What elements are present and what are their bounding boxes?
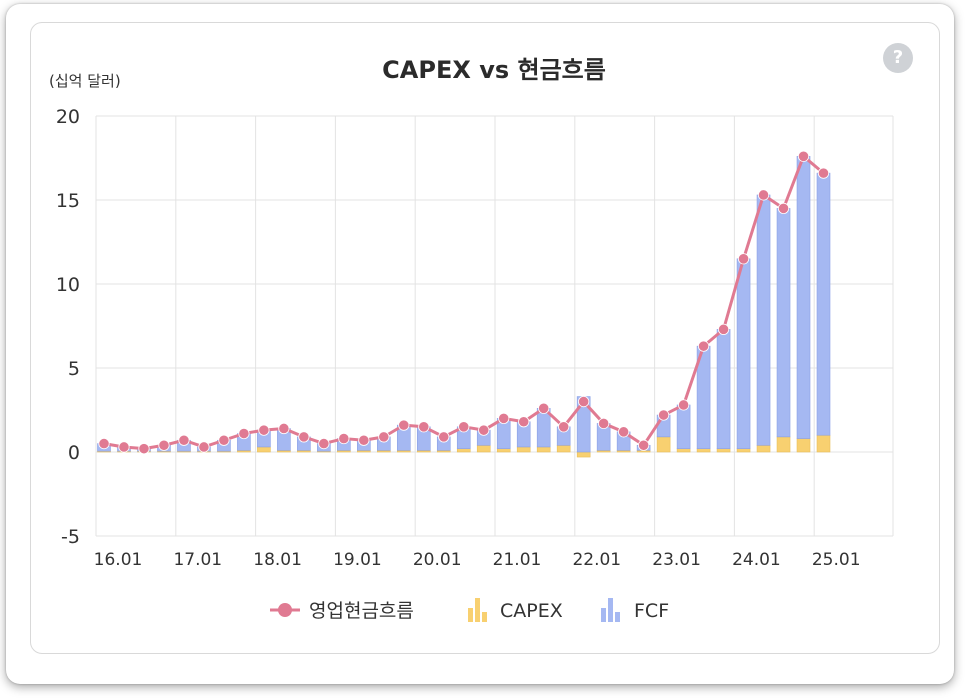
x-tick-label: 16.01 <box>94 550 143 570</box>
legend-label-fcf[interactable]: FCF <box>634 600 669 622</box>
ocf-point <box>438 431 450 443</box>
ocf-point <box>418 421 430 433</box>
legend-fcf-bar-icon[interactable] <box>615 612 620 622</box>
ocf-point <box>458 421 470 433</box>
capex-bar <box>796 438 811 453</box>
ocf-point <box>118 441 130 453</box>
ocf-point <box>98 437 110 450</box>
ocf-point <box>638 439 650 451</box>
x-tick-label: 22.01 <box>572 550 621 570</box>
capex-bar <box>696 448 711 453</box>
ocf-point <box>298 431 310 443</box>
x-tick-label: 24.01 <box>732 550 781 570</box>
capex-bar <box>756 444 771 453</box>
ocf-point <box>578 395 590 408</box>
ocf-point <box>658 409 670 421</box>
legend-capex-bar-icon[interactable] <box>482 612 487 622</box>
fcf-bar <box>676 404 691 449</box>
ocf-point <box>538 402 550 414</box>
ocf-point <box>797 150 810 162</box>
help-icon[interactable]: ? <box>883 43 913 73</box>
legend-label-ocf[interactable]: 영업현금흐름 <box>309 600 414 622</box>
ocf-point <box>338 432 350 445</box>
capex-bar <box>556 444 571 453</box>
y-tick-label: 15 <box>56 190 80 212</box>
unit-label: (십억 달러) <box>49 72 121 90</box>
ocf-point <box>757 189 770 201</box>
fcf-bar <box>816 172 831 436</box>
legend-dot-icon[interactable] <box>278 603 292 617</box>
capex-bar <box>536 446 551 453</box>
ocf-point <box>558 421 570 433</box>
capex-bar <box>816 434 831 453</box>
capex-bar <box>716 448 731 453</box>
ocf-point <box>677 399 690 411</box>
fcf-bar <box>716 329 731 449</box>
capex-bar <box>676 448 691 453</box>
legend-capex-bar-icon[interactable] <box>468 608 473 622</box>
x-tick-label: 18.01 <box>253 550 302 570</box>
x-tick-label: 23.01 <box>652 550 701 570</box>
x-tick-label: 20.01 <box>413 550 462 570</box>
ocf-point <box>218 434 230 446</box>
legend-fcf-bar-icon[interactable] <box>608 598 613 622</box>
ocf-point <box>258 424 270 436</box>
ocf-point <box>318 437 330 450</box>
ocf-point <box>398 419 410 431</box>
ocf-point <box>158 439 170 451</box>
chart-title: CAPEX vs 현금흐름 <box>382 56 606 84</box>
y-tick-label: 20 <box>56 106 80 128</box>
fcf-bar <box>776 208 791 438</box>
fcf-bar <box>756 194 771 446</box>
x-tick-label: 25.01 <box>812 550 861 570</box>
y-tick-label: 5 <box>68 358 80 380</box>
ocf-point <box>478 424 490 436</box>
ocf-point <box>697 340 710 352</box>
capex-bar <box>456 448 471 453</box>
capex-bar <box>476 444 491 453</box>
fcf-bar <box>736 258 751 449</box>
ocf-point <box>238 427 250 440</box>
capex-bar <box>576 451 591 458</box>
ocf-point <box>598 417 610 430</box>
ocf-point <box>777 202 790 214</box>
y-tick-label: 0 <box>68 442 80 464</box>
ocf-point <box>378 431 390 443</box>
capex-bar <box>776 436 791 453</box>
capex-bar <box>656 436 671 453</box>
legend-label-capex[interactable]: CAPEX <box>500 600 563 622</box>
ocf-point <box>498 412 510 424</box>
y-tick-label: -5 <box>61 526 80 548</box>
ocf-point <box>817 167 830 179</box>
x-tick-label: 19.01 <box>333 550 382 570</box>
legend-capex-bar-icon[interactable] <box>475 598 480 622</box>
legend-fcf-bar-icon[interactable] <box>601 608 606 622</box>
fcf-bar <box>796 156 811 439</box>
ocf-point <box>138 443 150 455</box>
capex-bar <box>257 446 271 453</box>
x-tick-label: 17.01 <box>173 550 222 570</box>
capex-bar <box>496 448 511 453</box>
ocf-point <box>178 434 190 446</box>
ocf-point <box>358 434 370 446</box>
capex-bar <box>516 446 531 453</box>
ocf-point <box>717 323 730 335</box>
capex-bar <box>736 448 751 453</box>
ocf-point <box>737 253 750 265</box>
ocf-point <box>518 416 530 428</box>
ocf-point <box>278 422 290 435</box>
ocf-point <box>618 426 630 438</box>
ocf-point <box>198 441 210 453</box>
y-tick-label: 10 <box>56 274 80 296</box>
x-tick-label: 21.01 <box>493 550 542 570</box>
